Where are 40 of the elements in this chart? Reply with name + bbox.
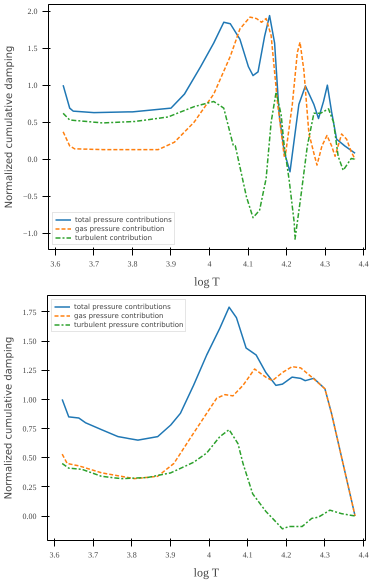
x-tick-label: 4.1: [243, 260, 254, 268]
x-axis-title: log T: [194, 274, 220, 288]
y-tick-label: 0.75: [22, 424, 36, 434]
y-tick-label: 1.75: [22, 308, 36, 317]
line-series: [61, 366, 356, 517]
y-tick-label: 0.00: [22, 512, 36, 521]
y-tick-label: 2.0: [28, 7, 38, 16]
x-tick-label: 4.2: [281, 550, 292, 560]
x-tick-label: 3.6: [49, 550, 60, 560]
x-axis-title: log T: [194, 566, 220, 580]
y-tick-label: 1.00: [22, 395, 36, 404]
x-tick-label: 4.4: [358, 260, 369, 268]
y-axis-title: Normalized cumulative damping: [4, 46, 15, 208]
y-tick-label: −0.5: [22, 192, 38, 202]
y-tick-label: −1.0: [22, 229, 38, 238]
x-tick-label: 3.7: [88, 550, 98, 560]
x-tick-label: 4: [208, 260, 212, 268]
y-tick-label: 1.0: [28, 81, 38, 90]
x-tick-label: 4: [207, 550, 212, 560]
x-tick-label: 3.7: [88, 260, 99, 268]
x-tick-label: 3.9: [166, 260, 176, 268]
y-tick-label: 0.50: [22, 454, 36, 463]
y-tick-label: 1.5: [28, 44, 38, 54]
x-tick-label: 4.2: [282, 260, 292, 268]
x-tick-label: 3.8: [127, 260, 138, 268]
line-series: [61, 428, 356, 530]
x-tick-label: 3.9: [165, 550, 176, 560]
y-axis-title: Normalized cumulative damping: [4, 336, 14, 500]
x-tick-label: 4.4: [358, 550, 369, 560]
x-tick-label: 3.8: [126, 550, 137, 560]
y-tick-label: 1.25: [22, 366, 36, 376]
y-tick-label: 0.0: [28, 155, 38, 164]
x-tick-label: 4.3: [320, 550, 330, 560]
y-tick-label: 0.5: [28, 118, 38, 128]
y-tick-label: 1.50: [22, 337, 36, 346]
x-tick-label: 3.6: [50, 260, 60, 268]
x-tick-label: 4.3: [320, 260, 330, 268]
y-tick-label: 0.25: [22, 482, 36, 492]
line-series: [62, 91, 356, 240]
x-tick-label: 4.1: [242, 550, 253, 560]
